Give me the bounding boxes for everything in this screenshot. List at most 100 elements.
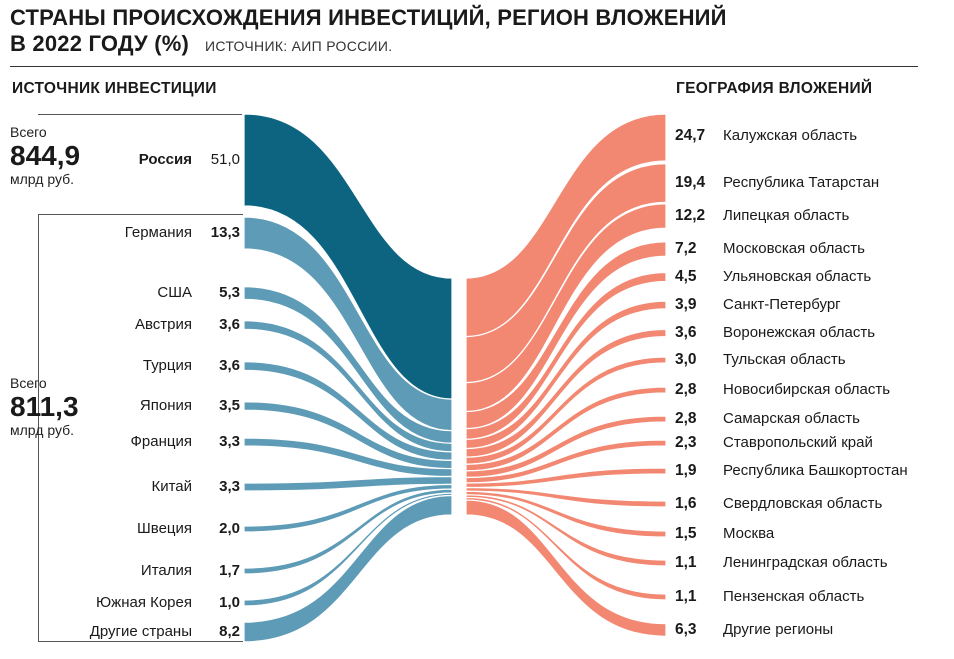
foreign-total-value: 811,3 xyxy=(10,391,79,422)
right-column-header: ГЕОГРАФИЯ ВЛОЖЕНИЙ xyxy=(676,80,873,97)
domestic-total-unit: млрд руб. xyxy=(10,171,75,187)
foreign-total: Всего 811,3 млрд руб. xyxy=(10,375,79,439)
chart-title-line2: В 2022 ГОДУ (%) ИСТОЧНИК: АИП РОССИИ. xyxy=(10,31,727,59)
source-row: США 5,3 xyxy=(0,283,242,303)
target-value: 3,6 xyxy=(675,324,697,341)
target-band-10 xyxy=(465,415,667,479)
domestic-total-value: 844,9 xyxy=(10,140,81,171)
source-value: 51,0 xyxy=(210,151,240,168)
chart-title-line1: СТРАНЫ ПРОИСХОЖДЕНИЯ ИНВЕСТИЦИЙ, РЕГИОН … xyxy=(10,5,727,30)
source-row: Австрия 3,6 xyxy=(0,315,242,335)
target-name: Санкт-Петербург xyxy=(723,296,841,313)
source-name: Франция xyxy=(130,433,192,450)
target-name: Самарская область xyxy=(723,410,860,427)
target-value: 2,8 xyxy=(675,410,697,427)
target-name: Другие регионы xyxy=(723,621,834,638)
source-row: Россия 51,0 xyxy=(0,150,242,170)
target-band-4 xyxy=(465,241,667,430)
target-band-9 xyxy=(465,386,667,472)
target-value: 12,2 xyxy=(675,207,706,224)
source-row: Германия 13,3 xyxy=(0,223,242,243)
source-band-12 xyxy=(243,494,453,643)
source-value: 1,0 xyxy=(219,594,240,611)
target-band-14 xyxy=(465,490,667,538)
source-name: США xyxy=(157,284,192,301)
target-name: Московская область xyxy=(723,240,865,257)
target-name: Воронежская область xyxy=(723,324,876,341)
source-name: Германия xyxy=(124,224,192,241)
title-rule xyxy=(10,66,918,67)
target-row: 1,5 Москва xyxy=(675,524,774,544)
target-row: 3,6 Воронежская область xyxy=(675,323,875,343)
target-band-8 xyxy=(465,356,667,465)
target-name: Тульская область xyxy=(723,351,846,368)
source-value: 3,3 xyxy=(219,478,240,495)
source-name: Другие страны xyxy=(89,623,192,640)
target-row: 2,8 Новосибирская область xyxy=(675,380,890,400)
target-value: 6,3 xyxy=(675,621,697,638)
target-band-16 xyxy=(465,496,667,601)
target-band-3 xyxy=(465,203,667,413)
target-value: 3,0 xyxy=(675,351,697,368)
target-name: Ставропольский край xyxy=(723,434,873,451)
source-name: Россия xyxy=(138,151,192,168)
source-name: Австрия xyxy=(134,316,192,333)
source-value: 2,0 xyxy=(219,520,240,537)
target-band-15 xyxy=(465,494,667,567)
target-row: 2,3 Ставропольский край xyxy=(675,433,873,453)
source-value: 3,3 xyxy=(219,433,240,450)
source-row: Турция 3,6 xyxy=(0,356,242,376)
source-name: Швеция xyxy=(137,520,192,537)
target-band-7 xyxy=(465,328,667,458)
target-row: 7,2 Московская область xyxy=(675,239,865,259)
target-value: 1,1 xyxy=(675,588,697,605)
target-value: 1,6 xyxy=(675,495,697,512)
left-column-header: ИСТОЧНИК ИНВЕСТИЦИИ xyxy=(12,80,217,97)
target-row: 3,0 Тульская область xyxy=(675,350,846,370)
target-row: 4,5 Ульяновская область xyxy=(675,267,871,287)
target-row: 24,7 Калужская область xyxy=(675,126,857,146)
target-band-5 xyxy=(465,271,667,440)
target-row: 3,9 Санкт-Петербург xyxy=(675,295,841,315)
source-value: 1,7 xyxy=(219,562,240,579)
target-row: 1,1 Пензенская область xyxy=(675,587,864,607)
source-row: Швеция 2,0 xyxy=(0,519,242,539)
target-band-17 xyxy=(465,499,667,637)
target-name: Москва xyxy=(723,525,775,542)
target-value: 7,2 xyxy=(675,240,697,257)
source-value: 3,6 xyxy=(219,316,240,333)
source-value: 3,6 xyxy=(219,357,240,374)
target-value: 1,5 xyxy=(675,525,697,542)
target-value: 2,3 xyxy=(675,434,697,451)
source-value: 8,2 xyxy=(219,623,240,640)
target-name: Республика Татарстан xyxy=(723,174,880,191)
chart-title-line2-text: В 2022 ГОДУ (%) xyxy=(10,31,190,56)
target-row: 1,1 Ленинградская область xyxy=(675,553,888,573)
target-band-13 xyxy=(465,486,667,508)
source-name: Южная Корея xyxy=(96,594,192,611)
source-row: Другие страны 8,2 xyxy=(0,622,242,642)
target-value: 1,9 xyxy=(675,462,697,479)
target-band-12 xyxy=(465,467,667,489)
target-row: 19,4 Республика Татарстан xyxy=(675,173,879,193)
target-name: Калужская область xyxy=(723,127,858,144)
source-value: 13,3 xyxy=(210,224,240,241)
foreign-total-unit: млрд руб. xyxy=(10,422,75,438)
target-name: Липецкая область xyxy=(723,207,850,224)
source-name: Япония xyxy=(139,397,192,414)
target-name: Свердловская область xyxy=(723,495,883,512)
target-row: 12,2 Липецкая область xyxy=(675,206,849,226)
target-value: 1,1 xyxy=(675,554,697,571)
target-name: Республика Башкортостан xyxy=(723,462,908,479)
source-value: 5,3 xyxy=(219,284,240,301)
target-name: Пензенская область xyxy=(723,588,865,605)
target-value: 19,4 xyxy=(675,174,706,191)
target-value: 2,8 xyxy=(675,381,697,398)
target-value: 24,7 xyxy=(675,127,706,144)
domestic-bracket xyxy=(38,114,242,207)
chart-title: СТРАНЫ ПРОИСХОЖДЕНИЯ ИНВЕСТИЦИЙ, РЕГИОН … xyxy=(10,5,727,59)
target-name: Ленинградская область xyxy=(723,554,888,571)
source-row: Южная Корея 1,0 xyxy=(0,593,242,613)
target-name: Новосибирская область xyxy=(723,381,891,398)
